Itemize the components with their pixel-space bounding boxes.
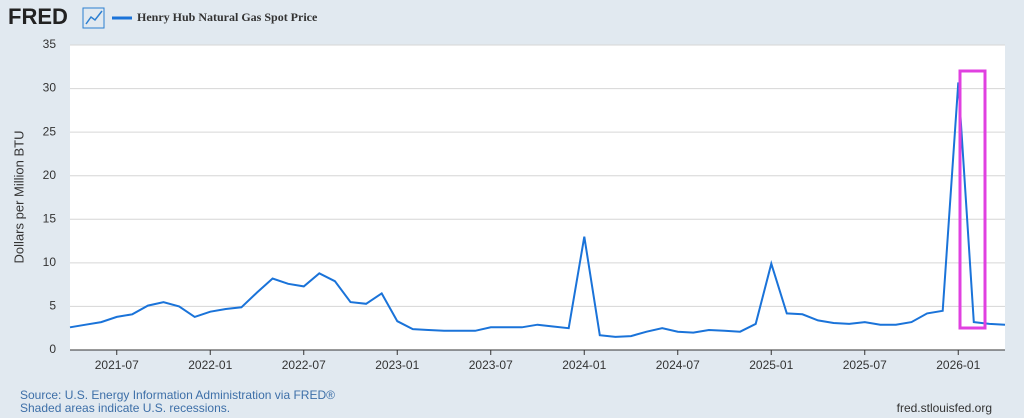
x-tick-label: 2021-07: [95, 358, 139, 372]
x-tick-label: 2025-01: [749, 358, 793, 372]
y-tick-label: 0: [49, 342, 56, 356]
legend-label: Henry Hub Natural Gas Spot Price: [137, 10, 318, 24]
y-tick-label: 5: [49, 299, 56, 313]
credit: fred.stlouisfed.org: [897, 401, 992, 415]
x-tick-label: 2026-01: [936, 358, 980, 372]
y-tick-label: 35: [43, 37, 57, 51]
y-axis-label: Dollars per Million BTU: [11, 131, 26, 264]
x-tick-label: 2023-07: [469, 358, 513, 372]
data-line: [69, 82, 1006, 338]
y-tick-label: 30: [43, 81, 57, 95]
x-tick-label: 2023-01: [375, 358, 419, 372]
y-tick-label: 25: [43, 124, 57, 138]
source: Source: U.S. Energy Information Administ…: [20, 388, 335, 402]
y-tick-label: 10: [43, 255, 57, 269]
x-tick-label: 2025-07: [843, 358, 887, 372]
logo-icon: [85, 10, 103, 25]
x-tick-label: 2022-07: [282, 358, 326, 372]
plot-area: [70, 45, 1005, 350]
x-tick-label: 2022-01: [188, 358, 232, 372]
highlight-box: [958, 69, 987, 330]
x-tick-label: 2024-01: [562, 358, 606, 372]
y-tick-label: 20: [43, 168, 57, 182]
y-tick-label: 15: [43, 211, 57, 225]
logo-frame: [82, 7, 105, 29]
logo: FRED: [8, 4, 68, 29]
x-tick-label: 2024-07: [656, 358, 700, 372]
note: Shaded areas indicate U.S. recessions.: [20, 401, 230, 415]
